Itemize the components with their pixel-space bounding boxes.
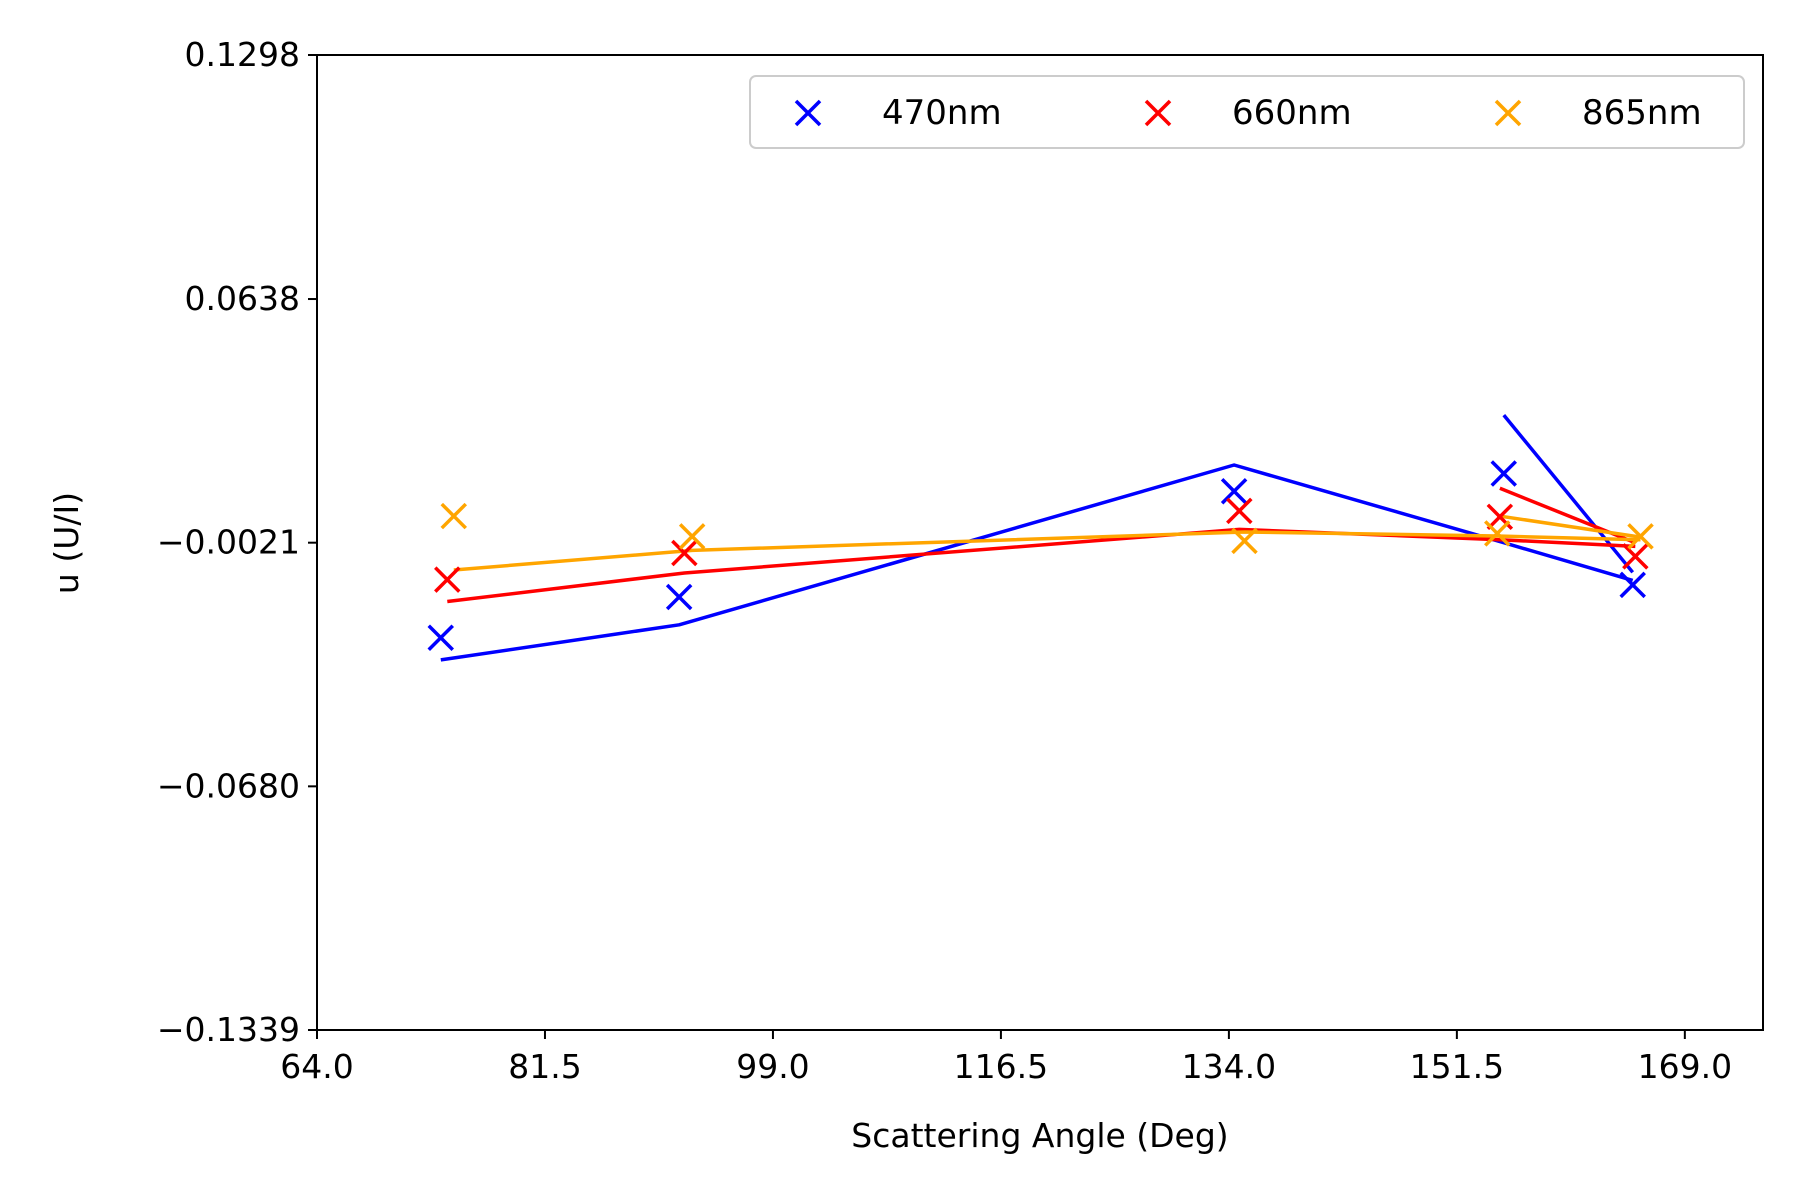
- y-tick-label: 0.1298: [185, 35, 300, 74]
- data-point-470nm: [1619, 571, 1646, 599]
- legend-marker-660nm: [1144, 99, 1172, 127]
- y-tick-label: 0.0638: [185, 279, 300, 318]
- series-line-660nm: [447, 527, 1636, 604]
- y-axis-label: u (U/I): [47, 492, 86, 594]
- y-tick-label: −0.0680: [157, 766, 300, 805]
- tick-layer: 64.0 81.5 99.0 116.5 134.0 151.5 169.0 0.1298 0.…: [157, 35, 1732, 1086]
- data-point-470nm: [1490, 460, 1517, 487]
- data-point-865nm: [440, 502, 468, 530]
- data-point-865nm: [678, 523, 706, 550]
- x-tick-label: 169.0: [1638, 1047, 1732, 1086]
- x-tick-label: 116.5: [954, 1047, 1048, 1086]
- y-tick-label: −0.0021: [157, 523, 300, 562]
- x-tick-label: 64.0: [280, 1047, 353, 1086]
- data-point-865nm: [1627, 523, 1654, 550]
- data-point-470nm: [1220, 478, 1248, 505]
- series-line-865nm-segment: [1496, 513, 1641, 539]
- x-axis-label: Scattering Angle (Deg): [851, 1116, 1228, 1155]
- x-tick-label: 81.5: [508, 1047, 581, 1086]
- data-point-865nm: [1231, 527, 1258, 555]
- data-point-660nm: [1226, 497, 1253, 525]
- legend-label-865nm: 865nm: [1582, 93, 1702, 133]
- legend-marker-470nm: [794, 99, 822, 127]
- data-point-865nm: [1484, 520, 1511, 547]
- series-line-865nm: [453, 530, 1641, 572]
- x-tick-label: 99.0: [736, 1047, 809, 1086]
- data-point-660nm: [434, 566, 461, 593]
- x-tick-label: 134.0: [1182, 1047, 1276, 1086]
- data-point-660nm: [671, 539, 698, 567]
- legend-frame: [749, 75, 1745, 149]
- legend-label-470nm: 470nm: [882, 93, 1002, 133]
- legend-label-660nm: 660nm: [1232, 93, 1352, 133]
- y-tick-label: −0.1339: [157, 1010, 300, 1049]
- data-layer: [427, 413, 1654, 662]
- data-point-470nm: [427, 624, 454, 651]
- series-line-470nm: [440, 463, 1634, 662]
- data-point-470nm: [665, 583, 693, 611]
- legend-marker-865nm: [1494, 99, 1522, 127]
- legend: 470nm 660nm 865nm: [749, 75, 1745, 149]
- data-point-660nm: [1622, 543, 1649, 570]
- x-tick-label: 151.5: [1410, 1047, 1504, 1086]
